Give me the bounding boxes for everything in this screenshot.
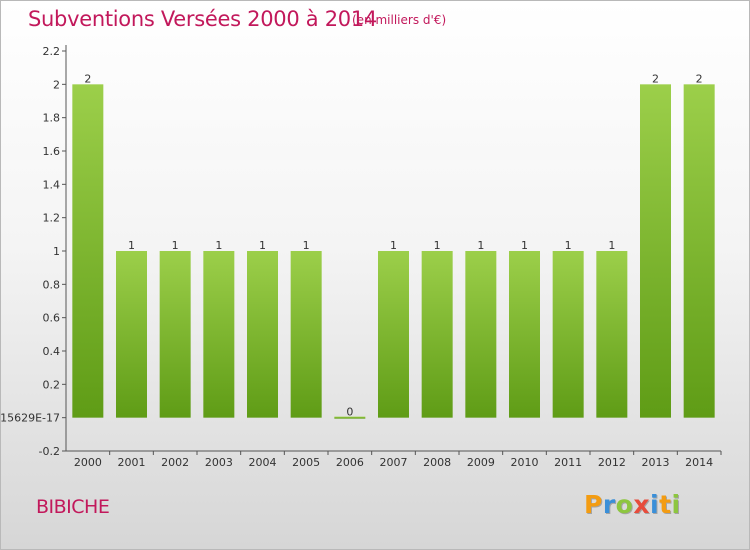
x-tick-label: 2004 [249,456,277,469]
data-label: 1 [390,239,397,252]
bar [465,251,497,418]
proxiti-logo: Proxiti [584,490,681,519]
bar [552,251,584,418]
data-label: 2 [652,72,659,85]
y-tick-label: 0.2 [43,378,61,391]
bar [334,416,366,419]
data-label: 1 [303,239,310,252]
bars [72,84,715,419]
data-label: 0 [346,406,353,419]
x-tick-label: 2007 [380,456,408,469]
y-tick-label: -15629E-17 [1,412,60,425]
x-tick-label: 2011 [554,456,582,469]
bar [421,251,453,418]
data-label: 1 [259,239,266,252]
bar [116,251,147,418]
bar [640,84,671,418]
x-tick-label: 2002 [161,456,189,469]
chart-title: Subventions Versées 2000 à 2014 [28,7,377,31]
x-tick-label: 2008 [423,456,451,469]
y-tick-label: 1.2 [43,212,61,225]
y-tick-label: 1.4 [43,178,61,191]
y-tick-label: 0.6 [43,312,61,325]
data-labels: 2 1 1 1 1 1 0 1 1 1 1 1 1 2 2 [84,72,702,418]
x-tick-label: 2000 [74,456,102,469]
x-tick-label: 2010 [511,456,539,469]
data-label: 1 [172,239,179,252]
logo-letter: r [602,490,616,519]
x-tick-label: 2001 [118,456,146,469]
logo-letter: x [633,490,650,519]
x-tick-label: 2012 [598,456,626,469]
data-label: 2 [84,72,91,85]
y-tick-label: -0.2 [39,445,60,458]
place-name: BIBICHE [36,496,110,518]
x-tick-label: 2003 [205,456,233,469]
bar [509,251,540,418]
data-label: 1 [434,239,441,252]
x-tick-label: 2009 [467,456,495,469]
x-tick-label: 2006 [336,456,364,469]
x-tick-label: 2014 [685,456,713,469]
data-label: 1 [521,239,528,252]
bar [72,84,104,418]
logo-letter: t [659,490,672,519]
data-label: 1 [477,239,484,252]
x-tick-label: 2013 [642,456,670,469]
logo-letter: i [671,490,681,519]
y-tick-label: 0.8 [43,278,61,291]
bar [378,251,409,418]
bar [683,84,715,418]
bar [159,251,191,418]
bar [290,251,322,418]
chart-subtitle: (en milliers d'€) [352,13,447,27]
bar [203,251,235,418]
data-label: 1 [565,239,572,252]
x-tick-label: 2005 [292,456,320,469]
data-label: 1 [215,239,222,252]
bar [596,251,628,418]
data-label: 1 [128,239,135,252]
y-tick-label: 2 [53,78,60,91]
y-tick-label: 1 [53,245,60,258]
data-label: 1 [608,239,615,252]
axes: -0.2 -15629E-17 0.2 0.4 0.6 0.8 1 1.2 1.4 1.6 1.8 2… [1,45,722,469]
data-label: 2 [696,72,703,85]
y-tick-label: 0.4 [43,345,61,358]
y-tick-label: 1.6 [43,145,61,158]
y-tick-label: 2.2 [43,45,61,58]
logo-letter: P [584,490,603,519]
bar [247,251,278,418]
y-tick-label: 1.8 [43,112,61,125]
logo-letter: i [650,490,660,519]
logo-letter: o [615,490,634,519]
